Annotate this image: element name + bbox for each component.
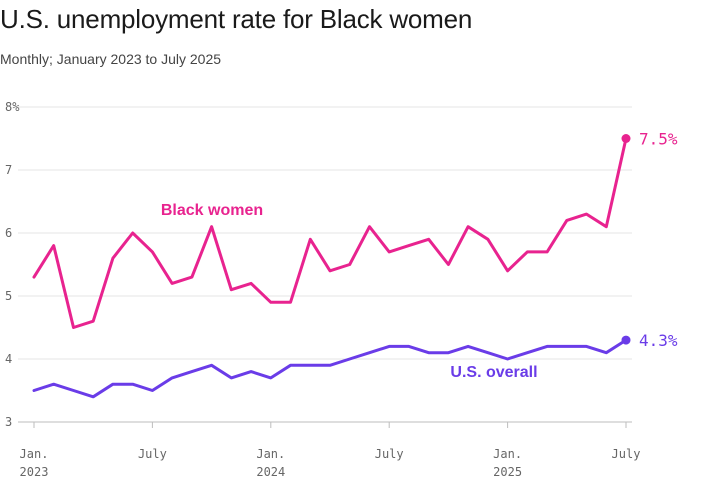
x-tick-label: July (612, 447, 641, 461)
x-axis: Jan. 2023 July Jan. 2024 July Jan. 2025 July (20, 422, 641, 479)
series-lines (32, 134, 631, 399)
end-value-label-u-s-overall: 4.3% (639, 331, 678, 350)
y-tick-label: 6 (5, 226, 12, 240)
gridlines (18, 106, 632, 423)
series-line-black-women (32, 137, 628, 329)
end-value-label-black-women: 7.5% (639, 130, 678, 149)
x-tick-year-label: 2025 (493, 465, 522, 479)
chart-title: U.S. unemployment rate for Black women (0, 4, 473, 34)
y-tick-label: 8% (5, 100, 20, 114)
y-tick-label: 5 (5, 289, 12, 303)
series-endpoint-black-women (621, 134, 631, 143)
series-endpoint-u-s-overall (621, 335, 631, 345)
x-tick-label: Jan. (256, 447, 285, 461)
series-labels: 7.5% Black women 4.3% U.S. overall (161, 130, 678, 382)
x-tick-label: Jan. (493, 447, 522, 461)
x-tick-year-label: 2023 (20, 465, 49, 479)
y-tick-label: 3 (5, 415, 12, 429)
series-label-black-women: Black women (161, 202, 263, 219)
x-tick-label: Jan. (20, 447, 49, 461)
x-tick-label: July (375, 447, 404, 461)
y-tick-label: 4 (5, 352, 12, 366)
series-line-u-s-overall (32, 338, 628, 399)
chart-subtitle: Monthly; January 2023 to July 2025 (0, 51, 222, 67)
y-axis: 3 4 5 6 7 8% (5, 100, 20, 429)
x-tick-year-label: 2024 (256, 465, 285, 479)
y-tick-label: 7 (5, 163, 12, 177)
series-label-u-s-overall: U.S. overall (450, 364, 537, 381)
x-tick-label: July (138, 447, 167, 461)
